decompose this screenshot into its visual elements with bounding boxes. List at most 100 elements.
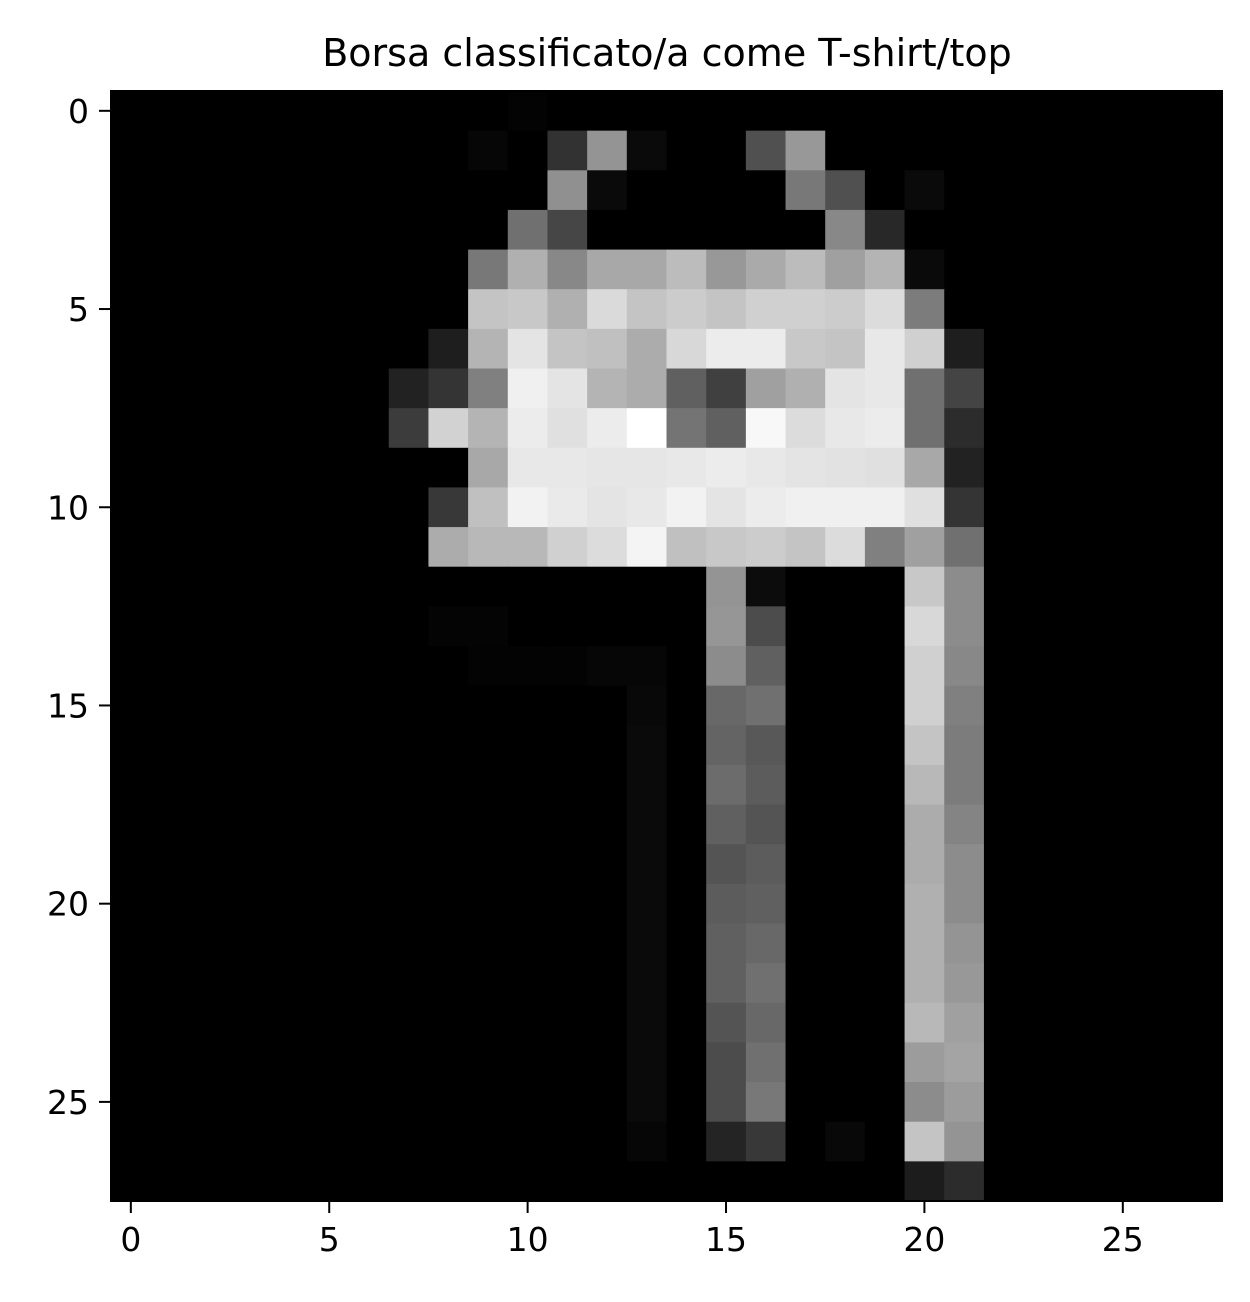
heatmap-cell-r24-c4 (269, 1042, 310, 1083)
heatmap-cell-r22-c26 (1142, 963, 1183, 1004)
heatmap-cell-r5-c7 (388, 289, 430, 330)
heatmap-cell-r19-c11 (547, 844, 588, 885)
heatmap-cell-r5-c21 (944, 289, 985, 330)
heatmap-cell-r23-c17 (785, 1002, 826, 1044)
heatmap-cell-r6-c22 (983, 328, 1025, 370)
heatmap-cell-r7-c12 (587, 368, 628, 409)
heatmap-cell-r8-c15 (706, 408, 747, 449)
heatmap-cell-r20-c3 (230, 883, 271, 925)
heatmap-cell-r2-c12 (587, 170, 628, 211)
heatmap-cell-r26-c7 (388, 1121, 430, 1162)
heatmap-cell-r9-c24 (1063, 447, 1104, 489)
heatmap-cell-r8-c18 (825, 408, 866, 449)
heatmap-cell-r15-c10 (507, 685, 549, 726)
heatmap-cell-r17-c22 (983, 764, 1025, 806)
heatmap-cell-r3-c0 (111, 209, 152, 251)
heatmap-cell-r14-c24 (1063, 646, 1104, 687)
heatmap-cell-r5-c0 (111, 289, 152, 330)
heatmap-cell-r19-c16 (745, 844, 787, 885)
heatmap-cell-r22-c0 (111, 963, 152, 1004)
y-tick-label-5: 5 (68, 290, 89, 329)
heatmap-cell-r3-c27 (1182, 209, 1223, 251)
y-tick-label-25: 25 (47, 1083, 89, 1122)
heatmap-cell-r5-c26 (1142, 289, 1183, 330)
heatmap-cell-r13-c1 (150, 606, 191, 647)
heatmap-cell-r8-c20 (904, 408, 945, 449)
heatmap-cell-r12-c20 (904, 566, 945, 607)
heatmap-cell-r1-c24 (1063, 130, 1104, 171)
heatmap-cell-r24-c18 (825, 1042, 866, 1083)
heatmap-cell-r5-c20 (904, 289, 945, 330)
heatmap-cell-r7-c0 (111, 368, 152, 409)
heatmap-cell-r25-c6 (349, 1082, 390, 1123)
heatmap-cell-r2-c4 (269, 170, 310, 211)
heatmap-cell-r9-c15 (706, 447, 747, 489)
heatmap-cell-r7-c13 (626, 368, 668, 409)
heatmap-cell-r22-c16 (745, 963, 787, 1004)
heatmap-cell-r13-c23 (1023, 606, 1064, 647)
heatmap-cell-r21-c14 (666, 923, 707, 964)
heatmap-cell-r6-c13 (626, 328, 668, 370)
heatmap-cell-r7-c23 (1023, 368, 1064, 409)
y-tick-label-0: 0 (68, 92, 89, 131)
heatmap-cell-r16-c27 (1182, 725, 1223, 766)
heatmap-cell-r13-c12 (587, 606, 628, 647)
heatmap-cell-r0-c0 (111, 91, 152, 132)
heatmap-cell-r26-c20 (904, 1121, 945, 1162)
heatmap-cell-r4-c27 (1182, 249, 1223, 290)
heatmap-cell-r0-c7 (388, 91, 430, 132)
heatmap-cell-r18-c20 (904, 804, 945, 845)
x-tick-label-10: 10 (507, 1220, 549, 1259)
heatmap-cell-r12-c7 (388, 566, 430, 607)
heatmap-cell-r23-c14 (666, 1002, 707, 1044)
heatmap-cell-r5-c6 (349, 289, 390, 330)
heatmap-cell-r25-c10 (507, 1082, 549, 1123)
heatmap-cell-r23-c25 (1102, 1002, 1144, 1044)
heatmap-cell-r24-c24 (1063, 1042, 1104, 1083)
heatmap-cell-r21-c8 (428, 923, 469, 964)
heatmap-cell-r23-c4 (269, 1002, 310, 1044)
heatmap-cell-r14-c20 (904, 646, 945, 687)
heatmap-cell-r26-c5 (309, 1121, 350, 1162)
heatmap-cell-r7-c20 (904, 368, 945, 409)
heatmap-cell-r4-c10 (507, 249, 549, 290)
heatmap-cell-r25-c5 (309, 1082, 350, 1123)
heatmap-cell-r17-c17 (785, 764, 826, 806)
heatmap-cell-r11-c1 (150, 527, 191, 568)
heatmap-cell-r9-c19 (864, 447, 906, 489)
heatmap-cell-r20-c4 (269, 883, 310, 925)
heatmap-cell-r26-c6 (349, 1121, 390, 1162)
heatmap-cell-r20-c7 (388, 883, 430, 925)
heatmap-cell-r11-c14 (666, 527, 707, 568)
heatmap-cell-r11-c3 (230, 527, 271, 568)
heatmap-cell-r24-c19 (864, 1042, 906, 1083)
heatmap-cell-r9-c5 (309, 447, 350, 489)
heatmap-cell-r1-c15 (706, 130, 747, 171)
heatmap-cell-r15-c9 (468, 685, 509, 726)
heatmap-cell-r3-c19 (864, 209, 906, 251)
heatmap-cell-r25-c19 (864, 1082, 906, 1123)
heatmap-cell-r18-c17 (785, 804, 826, 845)
heatmap-cell-r26-c24 (1063, 1121, 1104, 1162)
heatmap-cell-r5-c3 (230, 289, 271, 330)
heatmap-cell-r12-c9 (468, 566, 509, 607)
heatmap-cell-r11-c27 (1182, 527, 1223, 568)
heatmap-cell-r16-c6 (349, 725, 390, 766)
heatmap-cell-r24-c10 (507, 1042, 549, 1083)
heatmap-cell-r21-c19 (864, 923, 906, 964)
heatmap-cell-r11-c25 (1102, 527, 1144, 568)
heatmap-cell-r1-c14 (666, 130, 707, 171)
heatmap-cell-r21-c13 (626, 923, 668, 964)
heatmap-cell-r16-c16 (745, 725, 787, 766)
heatmap-cell-r25-c17 (785, 1082, 826, 1123)
heatmap-cell-r5-c13 (626, 289, 668, 330)
heatmap-cell-r24-c23 (1023, 1042, 1064, 1083)
heatmap-cell-r4-c26 (1142, 249, 1183, 290)
heatmap-cell-r4-c23 (1023, 249, 1064, 290)
heatmap-cell-r4-c12 (587, 249, 628, 290)
heatmap-cell-r20-c9 (468, 883, 509, 925)
heatmap-cell-r12-c6 (349, 566, 390, 607)
heatmap-cell-r12-c11 (547, 566, 588, 607)
heatmap-cell-r22-c25 (1102, 963, 1144, 1004)
heatmap-cell-r11-c18 (825, 527, 866, 568)
